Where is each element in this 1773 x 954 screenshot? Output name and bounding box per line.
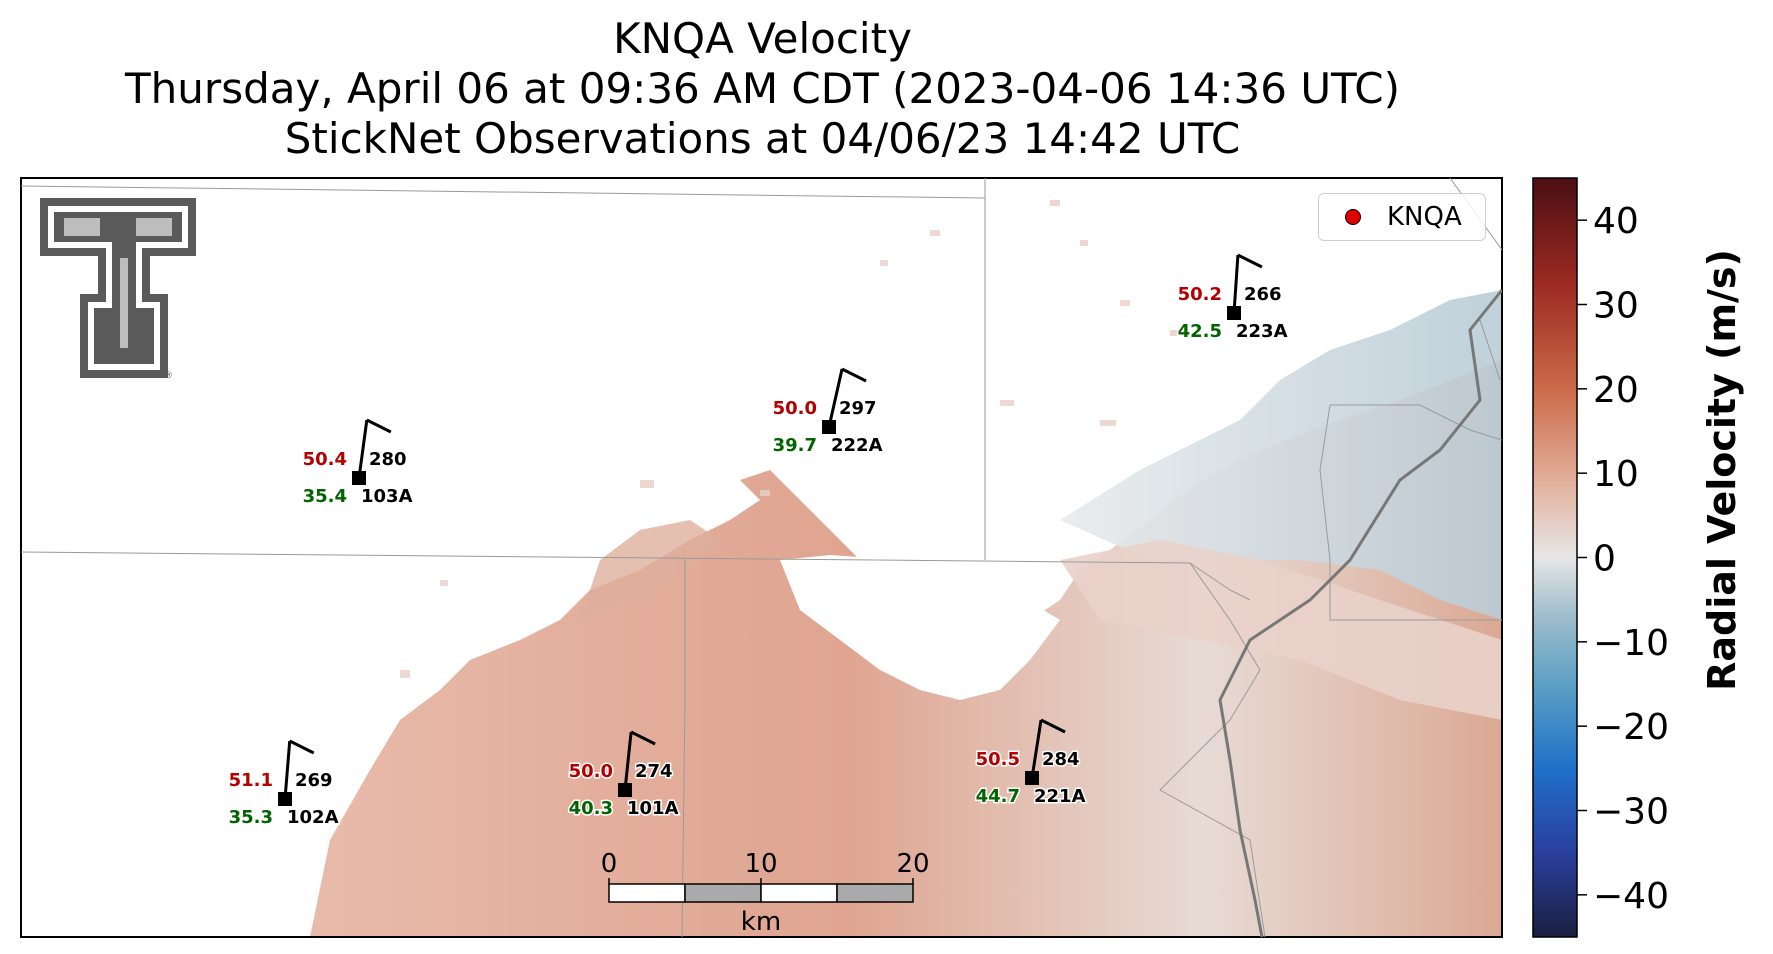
station-wind-dir: 266 bbox=[1244, 284, 1282, 305]
colorbar bbox=[1532, 177, 1578, 938]
radar-echo-pink bbox=[1060, 540, 1502, 720]
radar-echoes bbox=[310, 200, 1502, 937]
river-line bbox=[1218, 289, 1502, 937]
scattered-echoes bbox=[400, 200, 1182, 678]
colorbar-ticks: 40 30 20 10 0 −10 −20 −30 −40 bbox=[1577, 201, 1669, 917]
station-dewpoint: 39.7 bbox=[773, 435, 817, 456]
wind-barb-staff bbox=[357, 419, 369, 479]
sticknet-stations: 50.4 280 35.4 103A 50.0 297 39.7 222A 50.2 266 42.… bbox=[227, 253, 1289, 830]
title-line-2: Thursday, April 06 at 09:36 AM CDT (2023… bbox=[125, 64, 1400, 113]
station-marker bbox=[278, 792, 292, 806]
station-102A: 51.1 269 35.3 102A bbox=[227, 739, 340, 830]
station-id: 223A bbox=[1236, 321, 1288, 342]
colorbar-tick-label: −30 bbox=[1593, 792, 1669, 833]
station-marker bbox=[352, 471, 366, 485]
station-wind-dir: 297 bbox=[839, 398, 877, 419]
colorbar-label: Radial Velocity (m/s) bbox=[1700, 249, 1744, 691]
station-dewpoint: 40.3 bbox=[569, 798, 613, 819]
wind-barb-staff bbox=[1030, 719, 1043, 779]
station-marker bbox=[618, 783, 632, 797]
station-id: 102A bbox=[287, 807, 339, 828]
title-line-1: KNQA Velocity bbox=[613, 14, 912, 63]
legend: KNQA bbox=[1318, 193, 1486, 241]
station-id: 103A bbox=[361, 486, 413, 507]
station-temp: 50.0 bbox=[569, 761, 613, 782]
station-marker bbox=[1227, 306, 1241, 320]
station-103A: 50.4 280 35.4 103A bbox=[301, 418, 414, 509]
station-wind-dir: 284 bbox=[1042, 749, 1080, 770]
colorbar-tick-label: −40 bbox=[1593, 876, 1669, 917]
scale-unit: km bbox=[741, 907, 781, 937]
station-wind-dir: 274 bbox=[635, 761, 673, 782]
station-221A: 50.5 284 44.7 221A bbox=[974, 718, 1087, 809]
radar-echo-inbound bbox=[1060, 290, 1502, 620]
wind-barb-flag bbox=[630, 730, 656, 746]
station-temp: 50.2 bbox=[1178, 284, 1222, 305]
station-id: 222A bbox=[831, 435, 883, 456]
station-dewpoint: 42.5 bbox=[1178, 321, 1222, 342]
station-temp: 50.5 bbox=[976, 749, 1020, 770]
colorbar-tick-label: −10 bbox=[1593, 623, 1669, 664]
station-101A: 50.0 274 40.3 101A bbox=[567, 730, 680, 821]
colorbar-tick-label: 0 bbox=[1593, 539, 1616, 580]
wind-barb-flag bbox=[366, 418, 392, 434]
station-wind-dir: 280 bbox=[369, 449, 407, 470]
scale-label-10: 10 bbox=[744, 849, 777, 879]
title-line-3: StickNet Observations at 04/06/23 14:42 … bbox=[284, 114, 1241, 163]
station-id: 101A bbox=[627, 798, 679, 819]
station-temp: 51.1 bbox=[229, 770, 273, 791]
station-id: 221A bbox=[1034, 786, 1086, 807]
station-dewpoint: 44.7 bbox=[976, 786, 1020, 807]
wind-barb-staff bbox=[1232, 254, 1240, 314]
wind-barb-staff bbox=[827, 368, 844, 428]
wind-barb-flag bbox=[1237, 253, 1263, 269]
knqa-marker-icon bbox=[1345, 209, 1361, 225]
station-temp: 50.0 bbox=[773, 398, 817, 419]
station-222A: 50.0 297 39.7 222A bbox=[771, 367, 884, 458]
colorbar-tick-label: 40 bbox=[1593, 201, 1639, 242]
radar-echo-patch bbox=[580, 520, 720, 620]
station-dewpoint: 35.4 bbox=[303, 486, 347, 507]
colorbar-tick-label: 30 bbox=[1593, 286, 1639, 327]
station-wind-dir: 269 bbox=[295, 770, 333, 791]
texas-tech-logo: ® bbox=[40, 198, 196, 381]
colorbar-tick-label: 20 bbox=[1593, 370, 1639, 411]
no-echo-region bbox=[780, 555, 1060, 700]
wind-barb-flag bbox=[841, 367, 867, 383]
station-marker bbox=[1025, 771, 1039, 785]
wind-barb-flag bbox=[1040, 718, 1066, 734]
scale-bar: 0 10 20 km bbox=[601, 849, 930, 937]
legend-label: KNQA bbox=[1387, 202, 1462, 232]
scale-label-0: 0 bbox=[601, 849, 618, 879]
wind-barb-staff bbox=[283, 740, 292, 800]
svg-text:®: ® bbox=[164, 371, 173, 381]
station-dewpoint: 35.3 bbox=[229, 807, 273, 828]
station-marker bbox=[822, 420, 836, 434]
colorbar-tick-label: 10 bbox=[1593, 454, 1639, 495]
colorbar-tick-label: −20 bbox=[1593, 707, 1669, 748]
map-frame bbox=[20, 177, 1503, 938]
station-223A: 50.2 266 42.5 223A bbox=[1176, 253, 1289, 344]
wind-barb-flag bbox=[289, 739, 315, 755]
wind-barb-staff bbox=[623, 731, 633, 791]
station-temp: 50.4 bbox=[303, 449, 347, 470]
scale-label-20: 20 bbox=[896, 849, 929, 879]
